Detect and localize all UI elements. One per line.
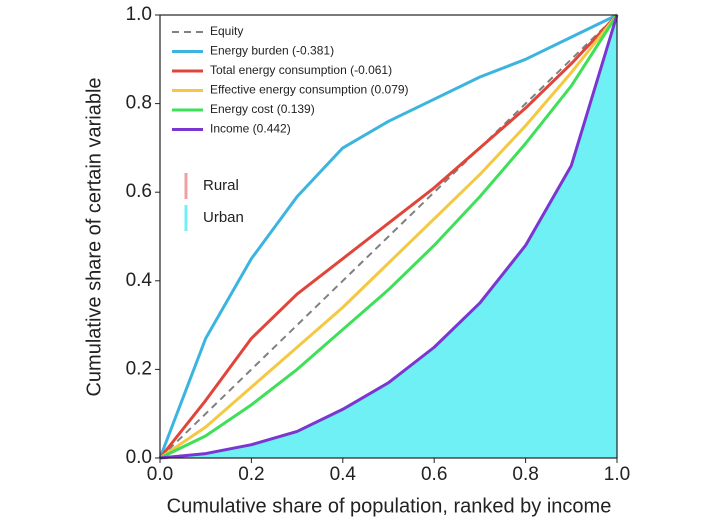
x-tick-label: 0.2 <box>238 464 264 485</box>
x-tick-label: 1.0 <box>604 464 630 485</box>
series-line <box>159 14 618 459</box>
legend-label: Urban <box>203 209 244 226</box>
legend-label: Rural <box>203 177 239 194</box>
x-tick-label: 0.4 <box>330 464 357 485</box>
series-line <box>159 14 619 460</box>
legend-label: Total energy consumption (-0.061) <box>210 63 392 77</box>
y-tick-label: 0.6 <box>126 181 152 202</box>
series-line <box>159 14 619 460</box>
x-tick-label: 0.6 <box>421 464 447 485</box>
legend-label: Income (0.442) <box>210 122 291 136</box>
legend-label: Effective energy consumption (0.079) <box>210 83 409 97</box>
y-tick-label: 0.4 <box>126 270 153 291</box>
legend-label: Energy cost (0.139) <box>210 102 315 116</box>
y-axis-label: Cumulative share of certain variable <box>83 77 105 396</box>
legend-label: Equity <box>210 24 243 38</box>
series-line <box>158 13 618 459</box>
x-axis-label: Cumulative share of population, ranked b… <box>167 495 612 517</box>
urban-area <box>160 15 617 458</box>
y-tick-label: 0.8 <box>126 93 152 114</box>
x-tick-label: 0.8 <box>512 464 538 485</box>
y-tick-label: 0.0 <box>126 447 152 468</box>
series-line <box>158 13 619 459</box>
plot-frame <box>159 14 618 459</box>
x-tick-label: 0.0 <box>147 464 173 485</box>
y-tick-label: 1.0 <box>126 4 152 25</box>
series-line <box>159 14 619 460</box>
legend-label: Energy burden (-0.381) <box>210 44 334 58</box>
y-tick-label: 0.2 <box>126 358 152 379</box>
